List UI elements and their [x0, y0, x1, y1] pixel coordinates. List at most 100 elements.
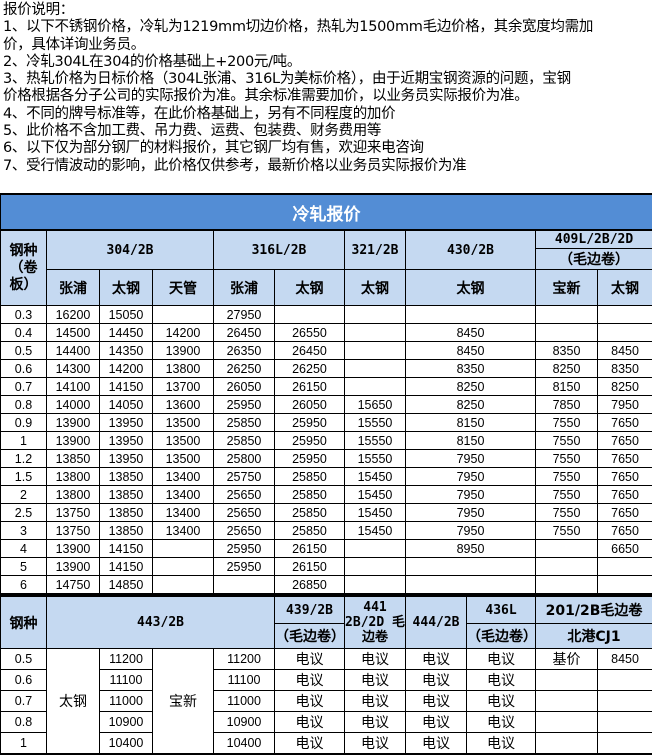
price-cell: 15550 — [345, 450, 406, 468]
empty-cell — [536, 712, 598, 733]
note-line: 7、受行情波动的影响，此价格仅供参考，最新价格以业务员实际报价为准 — [3, 158, 652, 175]
price-cell: 10900 — [100, 712, 153, 733]
price-cell: 电议 — [345, 733, 406, 755]
price-cell: 7850 — [536, 396, 598, 414]
price-cell — [345, 360, 406, 378]
group-439-sub: （毛边卷） — [275, 624, 345, 649]
base-value: 8450 — [598, 649, 652, 670]
price-cell: 13800 — [47, 486, 100, 504]
price-cell: 7550 — [536, 432, 598, 450]
price-cell — [598, 558, 652, 576]
price-cell: 13950 — [100, 414, 153, 432]
price-cell: 15450 — [345, 486, 406, 504]
price-cell: 13850 — [100, 522, 153, 540]
price-cell: 11200 — [100, 649, 153, 670]
thickness-cell: 0.5 — [1, 649, 47, 670]
price-cell: 25950 — [275, 450, 345, 468]
price-cell: 26250 — [275, 360, 345, 378]
group-201: 201/2B毛边卷 — [536, 596, 652, 624]
note-line: 价格根据各分子公司的实际报价为准。其余标准需要加价，以业务员实际报价为准。 — [3, 88, 652, 105]
empty-cell — [598, 712, 652, 733]
price-cell: 8950 — [406, 540, 536, 558]
price-cell: 电议 — [467, 691, 536, 712]
price-cell: 13850 — [47, 450, 100, 468]
price-cell — [153, 558, 214, 576]
price-cell: 11000 — [214, 691, 275, 712]
note-line: 5、此价格不含加工费、吊力费、运费、包装费、财务费用等 — [3, 123, 652, 140]
price-cell: 7650 — [598, 504, 652, 522]
grade-header: 钢种（卷板） — [1, 230, 47, 306]
price-cell: 13800 — [47, 468, 100, 486]
price-cell: 13850 — [100, 504, 153, 522]
price-cell: 电议 — [275, 733, 345, 755]
group-439: 439/2B — [275, 596, 345, 624]
price-cell: 13750 — [47, 522, 100, 540]
group-201-sub: 北港CJ1 — [536, 624, 652, 649]
mill-header: 张浦 — [214, 270, 275, 306]
price-cell: 电议 — [345, 670, 406, 691]
price-cell: 26550 — [275, 324, 345, 342]
mill-header: 太钢 — [100, 270, 153, 306]
price-cell: 11100 — [100, 670, 153, 691]
price-cell: 26150 — [275, 540, 345, 558]
price-cell: 7650 — [598, 468, 652, 486]
price-cell — [345, 540, 406, 558]
thickness-cell: 0.7 — [1, 378, 47, 396]
price-cell: 26850 — [275, 576, 345, 594]
thickness-cell: 4 — [1, 540, 47, 558]
empty-cell — [598, 691, 652, 712]
thickness-cell: 2.5 — [1, 504, 47, 522]
price-cell: 14200 — [100, 360, 153, 378]
price-cell — [406, 558, 536, 576]
price-cell: 26250 — [214, 360, 275, 378]
price-cell: 电议 — [467, 733, 536, 755]
price-cell: 14150 — [100, 540, 153, 558]
price-cell — [536, 324, 598, 342]
price-cell — [345, 576, 406, 594]
price-cell: 10900 — [214, 712, 275, 733]
thickness-cell: 1.2 — [1, 450, 47, 468]
price-cell — [598, 306, 652, 324]
mill-header: 张浦 — [47, 270, 100, 306]
price-cell — [345, 306, 406, 324]
group-430: 430/2B — [406, 230, 536, 270]
empty-cell — [598, 670, 652, 691]
price-cell: 15450 — [345, 522, 406, 540]
price-cell: 11000 — [100, 691, 153, 712]
price-cell: 13400 — [153, 468, 214, 486]
price-cell: 25850 — [275, 468, 345, 486]
price-cell: 8150 — [406, 414, 536, 432]
group-409l: 409L/2B/2D — [536, 230, 652, 249]
price-cell: 14450 — [100, 324, 153, 342]
thickness-cell: 0.6 — [1, 670, 47, 691]
price-cell: 7550 — [536, 522, 598, 540]
price-cell: 26050 — [214, 378, 275, 396]
price-cell: 25950 — [214, 558, 275, 576]
empty-cell — [536, 691, 598, 712]
price-cell: 13400 — [153, 522, 214, 540]
mill-header: 宝新 — [536, 270, 598, 306]
price-cell: 7950 — [406, 450, 536, 468]
price-cell: 26150 — [275, 558, 345, 576]
price-cell: 11100 — [214, 670, 275, 691]
empty-cell — [536, 670, 598, 691]
price-cell: 7950 — [598, 396, 652, 414]
mill-cell: 太钢 — [47, 649, 100, 755]
price-cell: 13600 — [153, 396, 214, 414]
price-cell: 14500 — [47, 324, 100, 342]
empty-cell — [536, 733, 598, 755]
note-line: 报价说明： — [3, 2, 652, 19]
mill-header: 天管 — [153, 270, 214, 306]
price-cell: 15450 — [345, 504, 406, 522]
note-line: 2、冷轧304L在304的价格基础上+200元/吨。 — [3, 54, 652, 71]
thickness-cell: 0.8 — [1, 712, 47, 733]
price-cell: 25650 — [214, 522, 275, 540]
base-label: 基价 — [536, 649, 598, 670]
